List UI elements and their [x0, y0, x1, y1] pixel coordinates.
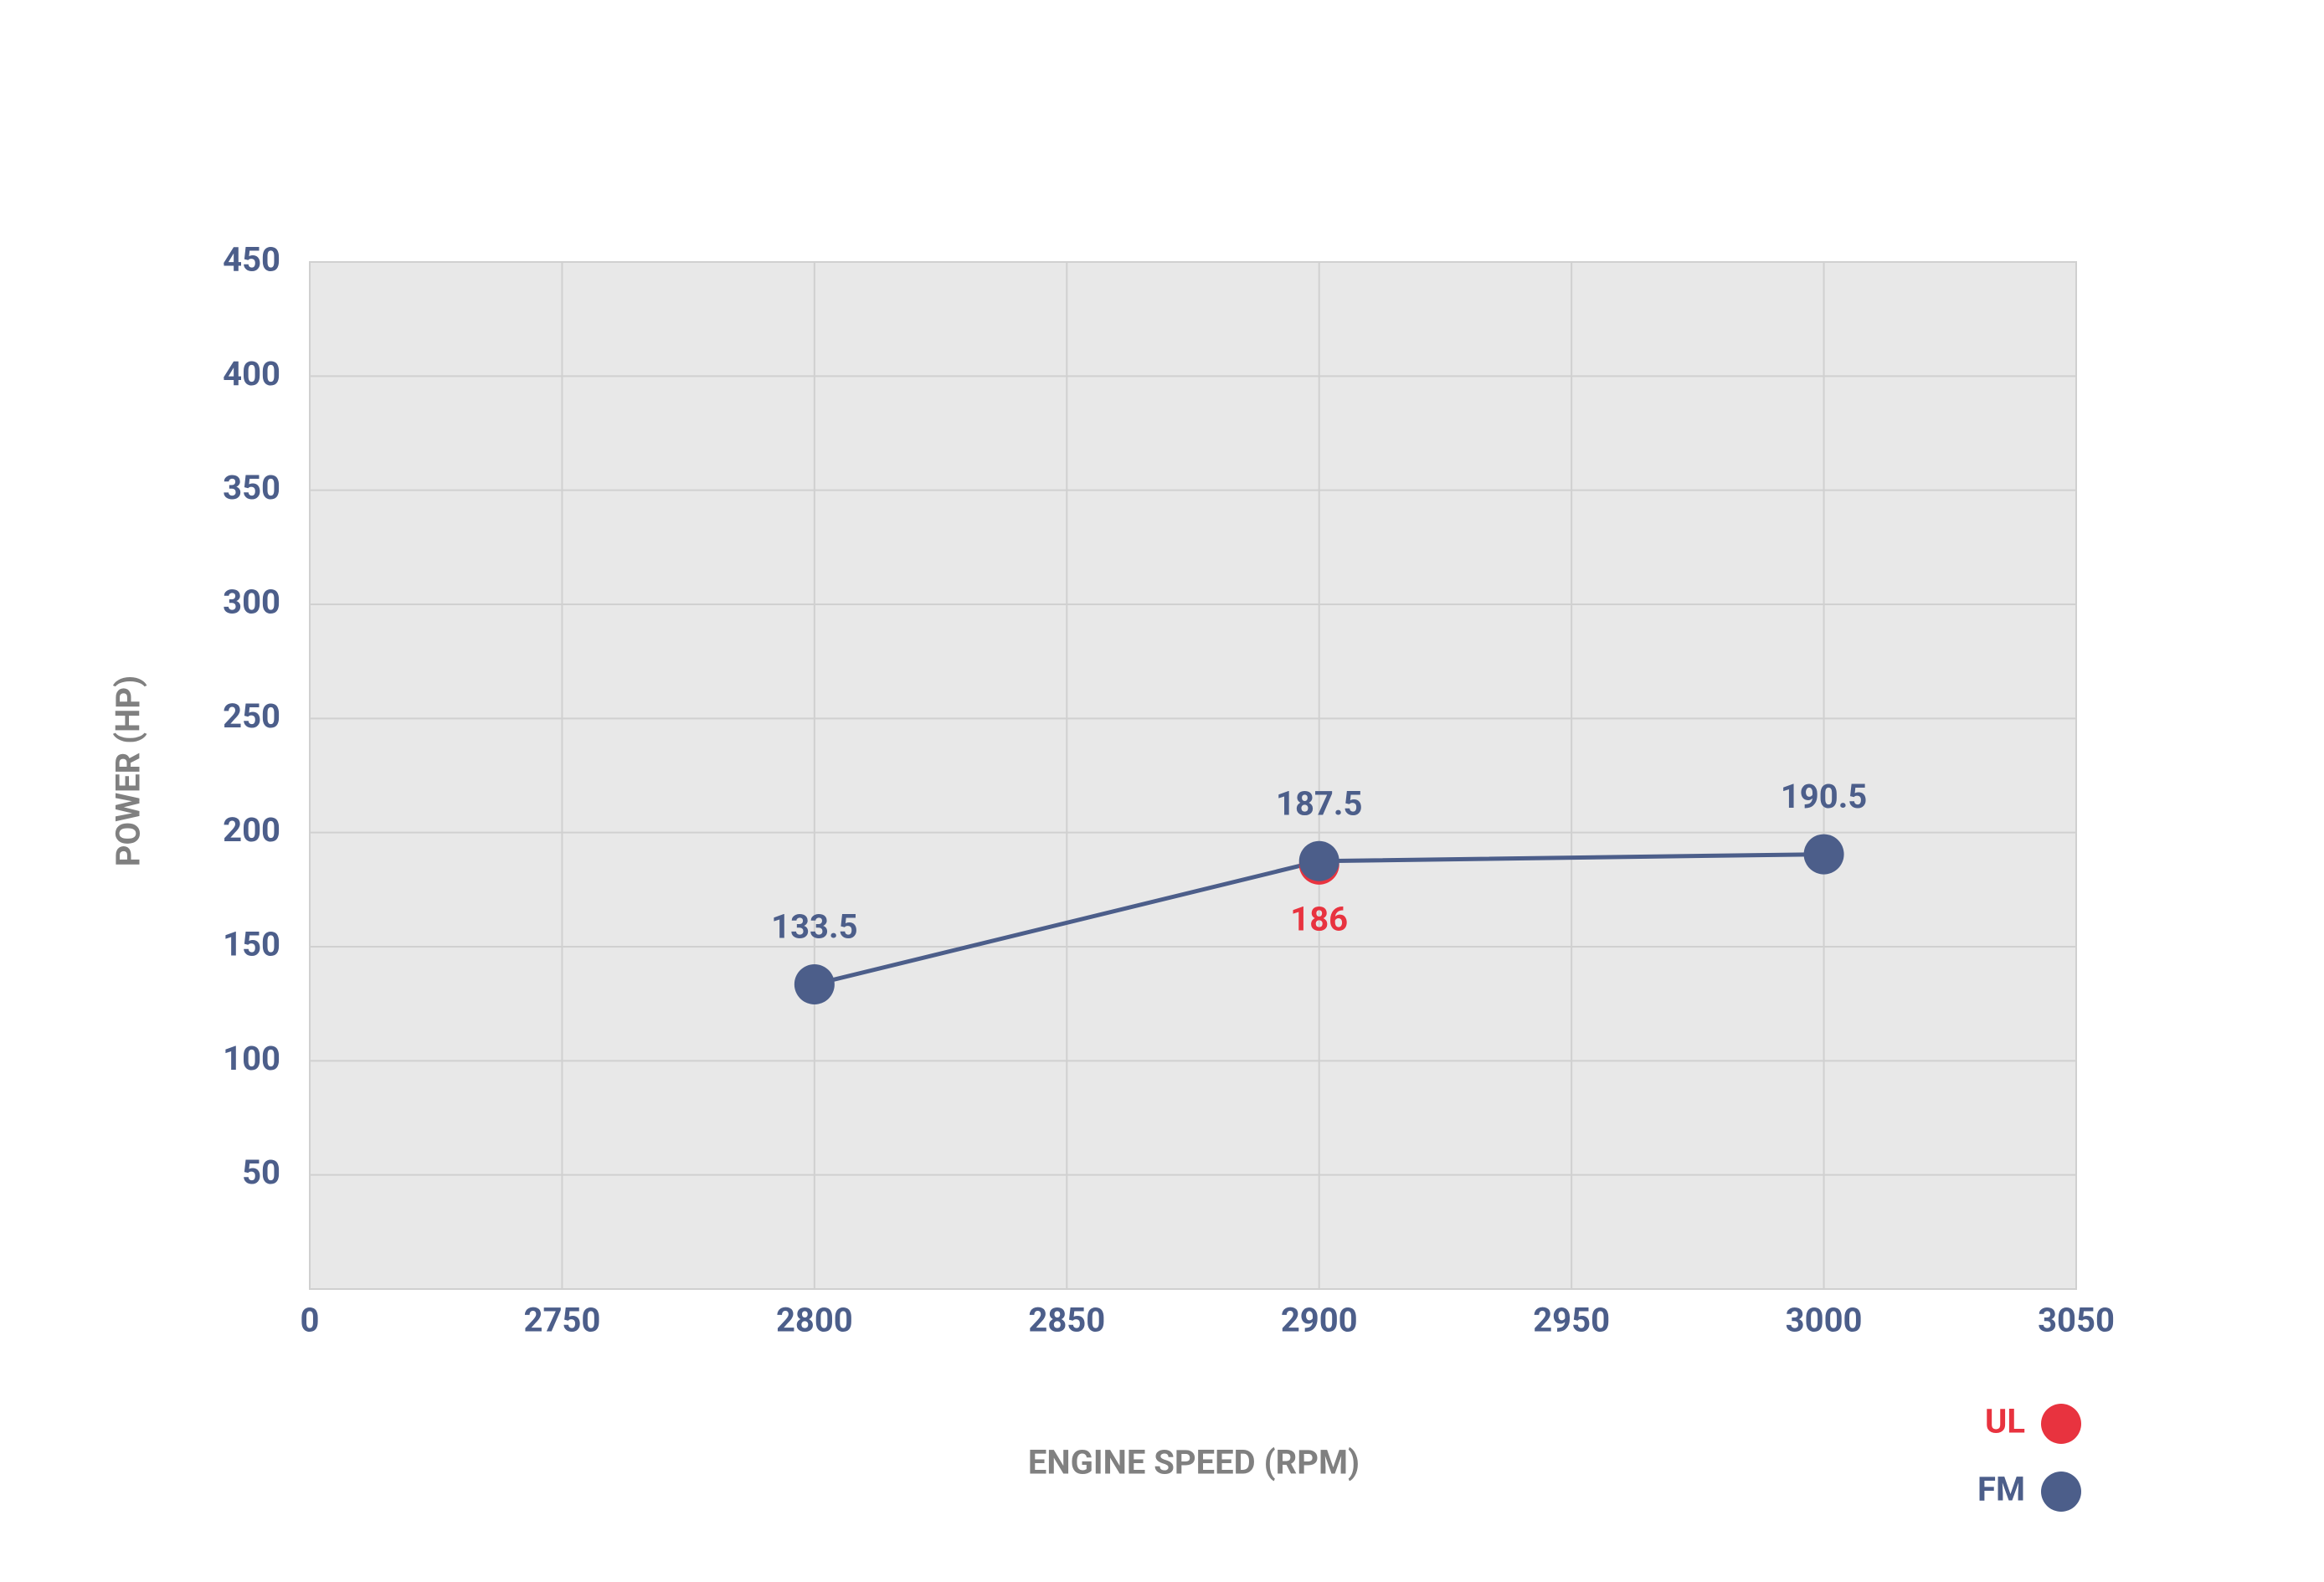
x-tick-label: 3050 — [2038, 1301, 2115, 1340]
data-label: 133.5 — [771, 907, 857, 947]
x-tick-label: 2950 — [1533, 1301, 1610, 1340]
data-point — [794, 963, 835, 1004]
x-tick-label: 2850 — [1028, 1301, 1105, 1340]
x-tick-label: 3000 — [1786, 1301, 1863, 1340]
y-axis-title: POWER (HP) — [109, 675, 148, 866]
x-axis-title: ENGINE SPEED (RPM) — [1028, 1443, 1360, 1482]
x-tick-label: 2750 — [524, 1301, 601, 1340]
legend-marker — [2041, 1472, 2081, 1512]
y-tick-label: 150 — [223, 925, 280, 964]
data-label: 190.5 — [1781, 777, 1867, 816]
data-point — [1803, 834, 1844, 875]
data-label: 187.5 — [1276, 783, 1362, 823]
y-tick-label: 50 — [242, 1153, 280, 1192]
y-tick-label: 250 — [223, 696, 280, 736]
y-tick-label: 450 — [223, 240, 280, 280]
x-tick-label: 0 — [301, 1301, 320, 1340]
legend-marker — [2041, 1404, 2081, 1444]
legend-label: FM — [1977, 1470, 2025, 1509]
x-tick-label: 2800 — [776, 1301, 853, 1340]
plot-area — [309, 261, 2077, 1290]
data-point — [1298, 840, 1339, 881]
y-tick-label: 200 — [223, 810, 280, 850]
x-tick-label: 2900 — [1281, 1301, 1358, 1340]
data-label: 186 — [1290, 899, 1348, 938]
y-tick-label: 100 — [223, 1039, 280, 1078]
y-tick-label: 350 — [223, 468, 280, 507]
y-tick-label: 400 — [223, 354, 280, 393]
y-tick-label: 300 — [223, 583, 280, 622]
legend-label: UL — [1985, 1402, 2025, 1441]
